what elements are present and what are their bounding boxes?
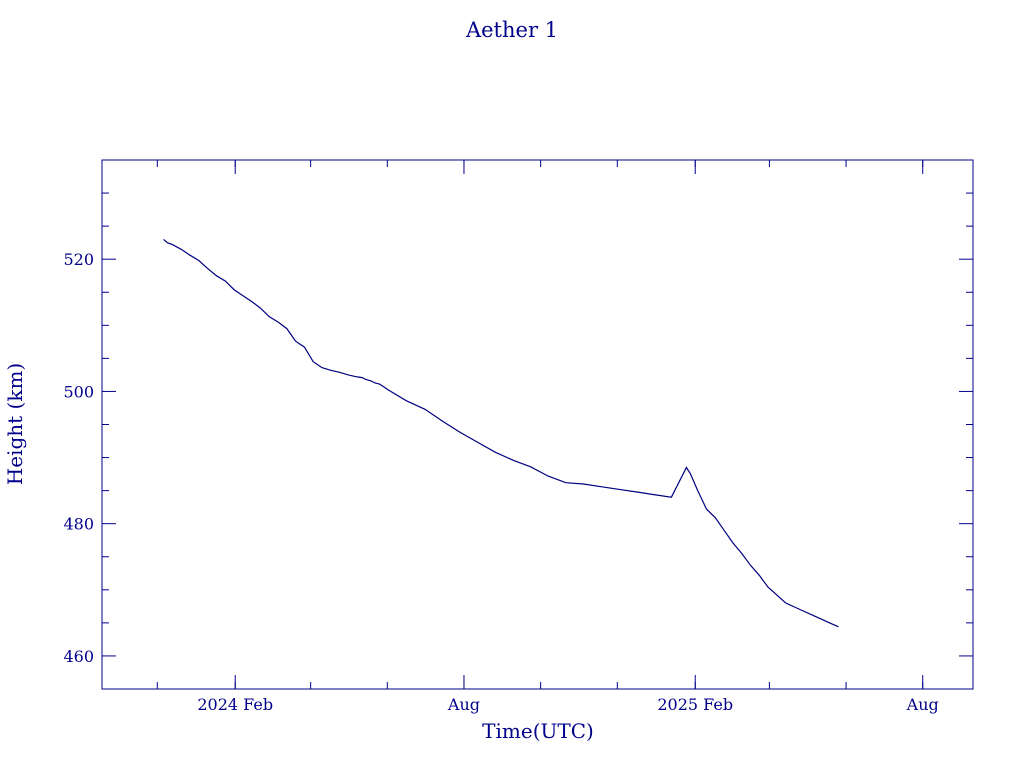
x-tick-label: 2024 Feb: [197, 695, 273, 714]
x-tick-label: Aug: [906, 695, 939, 714]
x-tick-labels: 2024 Feb Aug 2025 Feb Aug: [197, 695, 938, 714]
chart-title: Aether 1: [465, 18, 558, 42]
x-tick-label: Aug: [447, 695, 480, 714]
y-tick-labels: 460 480 500 520: [63, 250, 94, 666]
y-tick-label: 480: [63, 515, 94, 534]
major-ticks: [102, 160, 973, 689]
y-axis-label: Height (km): [3, 363, 27, 485]
minor-ticks: [102, 159, 973, 690]
y-tick-label: 520: [63, 250, 94, 269]
y-tick-label: 460: [63, 647, 94, 666]
height-series-line: [163, 238, 839, 628]
x-axis-label: Time(UTC): [482, 719, 594, 743]
y-tick-label: 500: [63, 382, 94, 401]
plot-frame: [101, 159, 974, 690]
x-tick-label: 2025 Feb: [657, 695, 733, 714]
